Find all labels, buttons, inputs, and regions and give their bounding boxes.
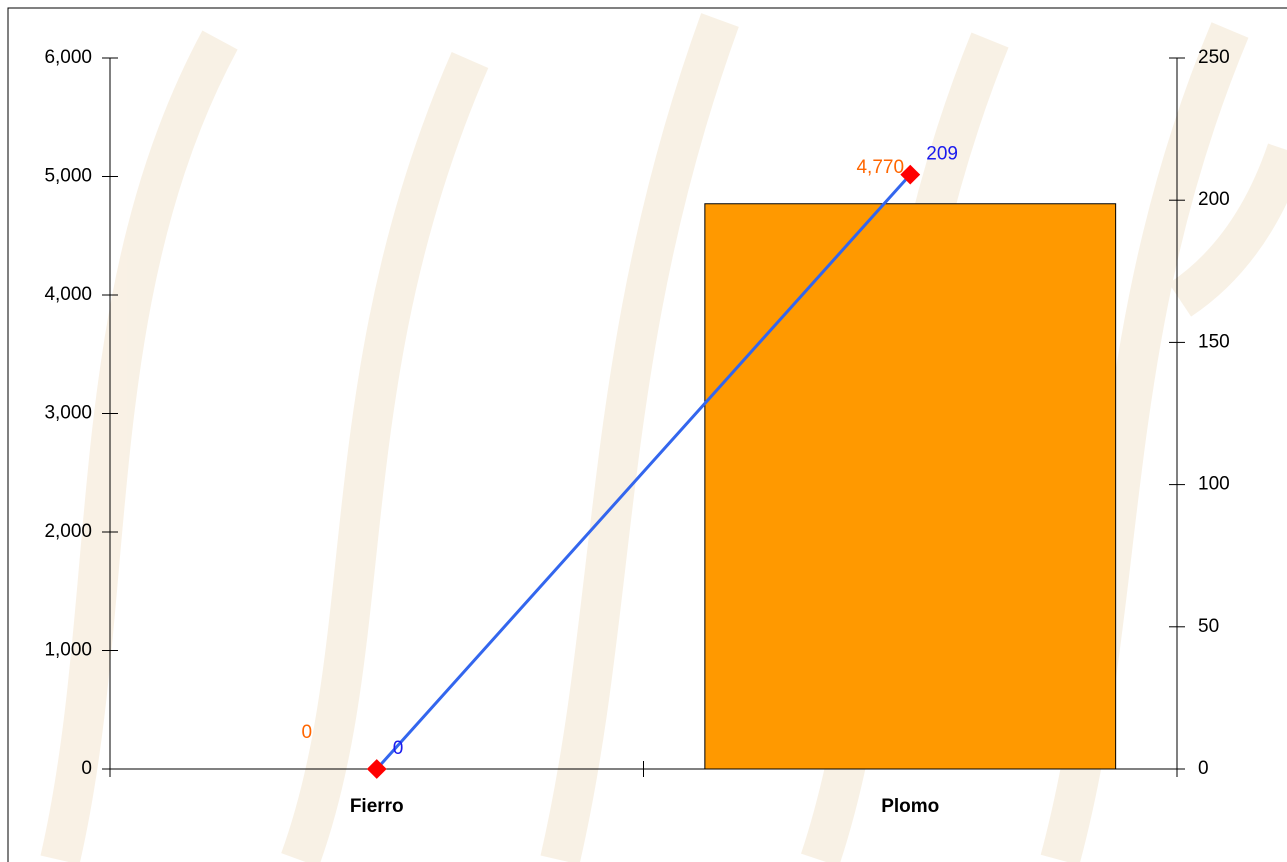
y2-tick-label: 100	[1198, 474, 1230, 495]
y-tick-label: 2,000	[44, 521, 92, 542]
x-tick-label: Fierro	[350, 796, 404, 817]
y2-tick-label: 250	[1198, 47, 1230, 68]
y-tick-label: 0	[81, 758, 92, 779]
data-label: 4,770	[856, 157, 904, 178]
y2-tick-label: 150	[1198, 331, 1230, 352]
y-tick-label: 4,000	[44, 284, 92, 305]
y-tick-label: 1,000	[44, 640, 92, 661]
line	[375, 173, 912, 771]
y2-tick-label: 200	[1198, 189, 1230, 210]
y2-tick-label: 50	[1198, 616, 1219, 637]
y-tick-label: 6,000	[44, 47, 92, 68]
frame	[7, 7, 1287, 862]
y-tick-label: 3,000	[44, 403, 92, 424]
bar	[704, 203, 1117, 770]
x-tick-label: Plomo	[881, 796, 939, 817]
data-label: 0	[301, 722, 312, 743]
marker	[366, 759, 387, 779]
y-tick-label: 5,000	[44, 166, 92, 187]
data-label: 0	[393, 738, 404, 759]
data-label: 209	[926, 144, 958, 165]
y2-tick-label: 0	[1198, 758, 1209, 779]
